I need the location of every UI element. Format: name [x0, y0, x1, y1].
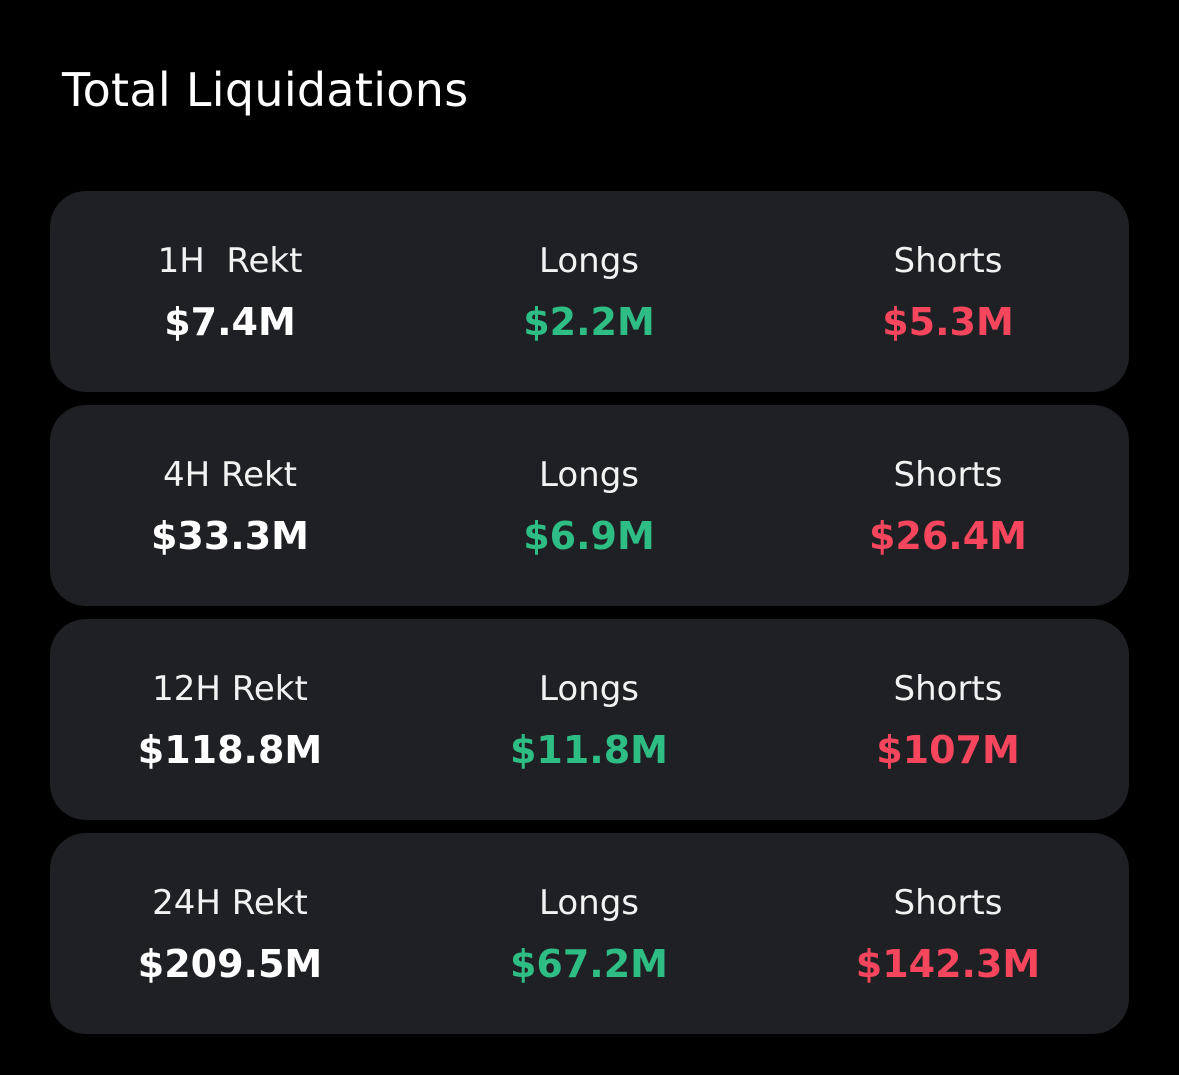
total-value: $33.3M [150, 514, 309, 558]
longs-label: Longs [539, 669, 639, 709]
total-value: $118.8M [137, 728, 323, 772]
longs-label: Longs [539, 883, 639, 923]
liquidation-card-24h[interactable]: 24H Rekt $209.5M Longs $67.2M Shorts $14… [50, 833, 1129, 1034]
page-title: Total Liquidations [62, 63, 469, 117]
shorts-column: Shorts $142.3M [768, 833, 1128, 1034]
total-column: 12H Rekt $118.8M [50, 619, 410, 820]
shorts-label: Shorts [893, 669, 1003, 709]
total-value: $7.4M [164, 300, 296, 344]
longs-column: Longs $2.2M [409, 191, 769, 392]
longs-column: Longs $67.2M [409, 833, 769, 1034]
total-column: 24H Rekt $209.5M [50, 833, 410, 1034]
liquidation-card-12h[interactable]: 12H Rekt $118.8M Longs $11.8M Shorts $10… [50, 619, 1129, 820]
shorts-value: $26.4M [868, 514, 1027, 558]
period-label: 24H Rekt [152, 883, 308, 923]
shorts-label: Shorts [893, 883, 1003, 923]
longs-label: Longs [539, 241, 639, 281]
liquidation-cards: 1H Rekt $7.4M Longs $2.2M Shorts $5.3M 4… [50, 191, 1129, 1047]
period-label: 12H Rekt [152, 669, 308, 709]
total-value: $209.5M [137, 942, 323, 986]
total-column: 4H Rekt $33.3M [50, 405, 410, 606]
longs-column: Longs $6.9M [409, 405, 769, 606]
shorts-label: Shorts [893, 455, 1003, 495]
period-label: 4H Rekt [162, 455, 298, 495]
longs-value: $67.2M [509, 942, 668, 986]
shorts-label: Shorts [893, 241, 1003, 281]
total-column: 1H Rekt $7.4M [50, 191, 410, 392]
longs-value: $2.2M [523, 300, 655, 344]
shorts-column: Shorts $107M [768, 619, 1128, 820]
longs-column: Longs $11.8M [409, 619, 769, 820]
period-label: 1H Rekt [157, 241, 303, 281]
shorts-column: Shorts $26.4M [768, 405, 1128, 606]
shorts-value: $107M [876, 728, 1020, 772]
longs-label: Longs [539, 455, 639, 495]
longs-value: $6.9M [523, 514, 655, 558]
shorts-column: Shorts $5.3M [768, 191, 1128, 392]
liquidation-card-4h[interactable]: 4H Rekt $33.3M Longs $6.9M Shorts $26.4M [50, 405, 1129, 606]
shorts-value: $5.3M [882, 300, 1014, 344]
liquidation-card-1h[interactable]: 1H Rekt $7.4M Longs $2.2M Shorts $5.3M [50, 191, 1129, 392]
longs-value: $11.8M [509, 728, 668, 772]
shorts-value: $142.3M [855, 942, 1041, 986]
